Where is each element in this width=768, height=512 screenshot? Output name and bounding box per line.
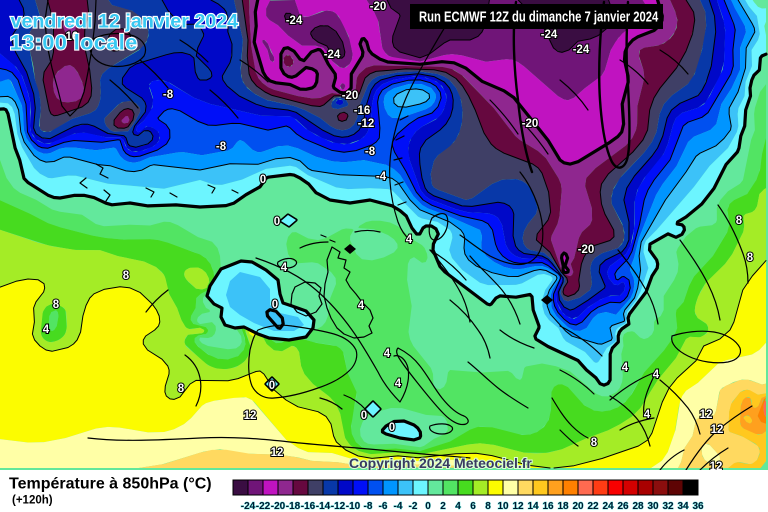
svg-text:4: 4 bbox=[281, 262, 288, 274]
svg-text:(+120h): (+120h) bbox=[12, 495, 53, 507]
svg-text:0: 0 bbox=[260, 174, 266, 186]
svg-text:36: 36 bbox=[692, 501, 704, 512]
svg-text:14: 14 bbox=[527, 501, 539, 512]
svg-text:-20: -20 bbox=[522, 118, 539, 130]
svg-text:-16: -16 bbox=[354, 105, 371, 117]
svg-text:0: 0 bbox=[389, 422, 395, 434]
svg-text:24: 24 bbox=[602, 501, 614, 512]
svg-text:4: 4 bbox=[622, 362, 629, 374]
svg-text:8: 8 bbox=[123, 270, 130, 282]
svg-text:-18: -18 bbox=[286, 501, 301, 512]
svg-text:-24: -24 bbox=[573, 44, 590, 56]
svg-text:12: 12 bbox=[271, 447, 284, 459]
svg-text:6: 6 bbox=[470, 501, 476, 512]
svg-text:Copyright 2024 Meteociel.fr: Copyright 2024 Meteociel.fr bbox=[349, 455, 532, 471]
svg-text:30: 30 bbox=[647, 501, 659, 512]
svg-text:8: 8 bbox=[736, 215, 743, 227]
svg-text:4: 4 bbox=[43, 324, 50, 336]
svg-text:-16: -16 bbox=[301, 501, 316, 512]
svg-text:0: 0 bbox=[269, 380, 275, 392]
svg-text:18: 18 bbox=[557, 501, 569, 512]
svg-text:0: 0 bbox=[361, 410, 367, 422]
svg-text:-4: -4 bbox=[394, 501, 403, 512]
svg-text:-24: -24 bbox=[286, 15, 303, 27]
svg-text:10: 10 bbox=[497, 501, 509, 512]
svg-text:0: 0 bbox=[274, 216, 280, 228]
svg-text:-24: -24 bbox=[541, 29, 558, 41]
svg-text:8: 8 bbox=[53, 299, 60, 311]
svg-text:26: 26 bbox=[617, 501, 629, 512]
svg-text:4: 4 bbox=[406, 234, 413, 246]
svg-text:-8: -8 bbox=[216, 141, 227, 153]
svg-text:34: 34 bbox=[677, 501, 689, 512]
svg-text:-20: -20 bbox=[370, 1, 387, 13]
svg-text:4: 4 bbox=[395, 378, 402, 390]
svg-text:-14: -14 bbox=[316, 501, 331, 512]
svg-text:-2: -2 bbox=[409, 501, 418, 512]
svg-text:-12: -12 bbox=[358, 118, 375, 130]
svg-text:vendredi 12 janvier 2024: vendredi 12 janvier 2024 bbox=[11, 11, 239, 33]
svg-text:-24: -24 bbox=[241, 501, 256, 512]
svg-text:8: 8 bbox=[178, 383, 185, 395]
svg-text:8: 8 bbox=[591, 437, 598, 449]
svg-text:12: 12 bbox=[512, 501, 524, 512]
svg-text:28: 28 bbox=[632, 501, 644, 512]
svg-text:-20: -20 bbox=[578, 244, 595, 256]
svg-text:-6: -6 bbox=[379, 501, 388, 512]
svg-text:8: 8 bbox=[485, 501, 491, 512]
svg-text:-22: -22 bbox=[256, 501, 271, 512]
svg-text:-12: -12 bbox=[331, 501, 346, 512]
svg-text:8: 8 bbox=[747, 252, 754, 264]
svg-text:4: 4 bbox=[644, 409, 651, 421]
svg-text:Température à 850hPa (°C): Température à 850hPa (°C) bbox=[9, 476, 212, 493]
svg-text:32: 32 bbox=[662, 501, 674, 512]
svg-text:12: 12 bbox=[244, 410, 257, 422]
svg-text:22: 22 bbox=[587, 501, 599, 512]
svg-text:12: 12 bbox=[700, 409, 713, 421]
svg-text:-24: -24 bbox=[324, 49, 341, 61]
svg-text:Run ECMWF 12Z du dimanche 7 ja: Run ECMWF 12Z du dimanche 7 janvier 2024 bbox=[419, 8, 659, 25]
svg-text:-20: -20 bbox=[271, 501, 286, 512]
svg-text:-8: -8 bbox=[365, 146, 376, 158]
svg-text:-8: -8 bbox=[163, 89, 174, 101]
svg-text:13:00 locale: 13:00 locale bbox=[10, 31, 138, 55]
svg-text:-20: -20 bbox=[342, 90, 359, 102]
svg-text:-16: -16 bbox=[62, 31, 79, 43]
svg-text:0: 0 bbox=[425, 501, 431, 512]
svg-text:-4: -4 bbox=[376, 171, 387, 183]
svg-text:2: 2 bbox=[440, 501, 446, 512]
svg-text:-8: -8 bbox=[364, 501, 373, 512]
svg-text:0: 0 bbox=[272, 299, 278, 311]
svg-text:16: 16 bbox=[542, 501, 554, 512]
svg-text:12: 12 bbox=[711, 424, 724, 436]
svg-text:4: 4 bbox=[455, 501, 461, 512]
svg-text:20: 20 bbox=[572, 501, 584, 512]
svg-text:4: 4 bbox=[653, 369, 660, 381]
svg-text:4: 4 bbox=[384, 348, 391, 360]
svg-text:4: 4 bbox=[358, 300, 365, 312]
svg-text:-10: -10 bbox=[346, 501, 361, 512]
